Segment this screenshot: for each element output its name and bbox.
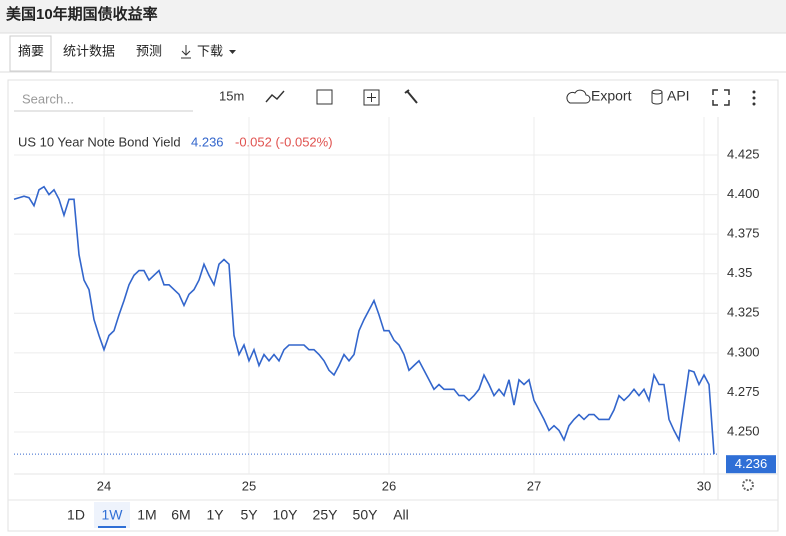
- range-button[interactable]: 10Y: [273, 507, 299, 523]
- range-button[interactable]: 1D: [67, 507, 85, 523]
- range-button[interactable]: 25Y: [313, 507, 339, 523]
- gear-icon[interactable]: [742, 479, 754, 491]
- legend-name: US 10 Year Note Bond Yield: [18, 134, 181, 149]
- legend-last: 4.236: [191, 134, 224, 149]
- y-tick-label: 4.375: [727, 226, 760, 241]
- y-tick-label: 4.425: [727, 146, 760, 161]
- api-icon: [651, 92, 663, 105]
- price-line: [13, 185, 715, 455]
- y-tick-label: 4.300: [727, 344, 760, 359]
- range-button[interactable]: 6M: [171, 507, 190, 523]
- x-tick-label: 30: [697, 478, 711, 493]
- chart-panel: [7, 79, 779, 532]
- tab[interactable]: 统计数据: [63, 43, 115, 58]
- price-tag: 4.236: [735, 456, 768, 471]
- price-tag-box: [726, 455, 776, 474]
- y-tick-label: 4.325: [727, 305, 760, 320]
- header-bar: [0, 0, 786, 33]
- y-tick-label: 4.275: [727, 384, 760, 399]
- export-button[interactable]: Export: [591, 88, 632, 104]
- legend-change: -0.052 (-0.052%): [235, 134, 333, 149]
- y-tick-label: 4.250: [727, 423, 760, 438]
- active-range-highlight: [94, 502, 130, 528]
- interval-button[interactable]: 15m: [219, 88, 244, 103]
- range-button[interactable]: All: [393, 507, 409, 523]
- x-tick-label: 27: [527, 478, 541, 493]
- settings-wrench[interactable]: [404, 89, 418, 104]
- tab[interactable]: 预测: [136, 43, 162, 58]
- range-button[interactable]: 5Y: [240, 507, 258, 523]
- api-icon: [651, 89, 663, 95]
- download-icon: [181, 45, 191, 59]
- add-icon[interactable]: [363, 89, 380, 106]
- page-title: 美国10年期国债收益率: [6, 5, 158, 23]
- range-button[interactable]: 50Y: [353, 507, 379, 523]
- add-icon-cross: [367, 93, 376, 102]
- calendar-icon[interactable]: [316, 89, 333, 105]
- search-input[interactable]: Search...: [22, 91, 74, 106]
- api-button[interactable]: API: [667, 88, 690, 104]
- range-button[interactable]: 1M: [137, 507, 156, 523]
- y-tick-label: 4.400: [727, 186, 760, 201]
- x-tick-label: 25: [242, 478, 256, 493]
- active-tab[interactable]: [9, 35, 52, 72]
- caret: [229, 50, 236, 54]
- tab[interactable]: 下载: [197, 43, 223, 58]
- x-tick-label: 24: [97, 478, 111, 493]
- tab[interactable]: 摘要: [18, 43, 44, 58]
- menu-dot: [752, 102, 756, 106]
- range-button[interactable]: 1Y: [206, 507, 224, 523]
- fullscreen-icon[interactable]: [712, 89, 730, 106]
- range-button[interactable]: 1W: [102, 507, 124, 523]
- line-type-icon[interactable]: [265, 90, 285, 103]
- menu-dot: [752, 96, 756, 100]
- export-icon[interactable]: [566, 89, 591, 104]
- y-tick-label: 4.35: [727, 265, 752, 280]
- x-tick-label: 26: [382, 478, 396, 493]
- menu-dot[interactable]: [752, 90, 756, 94]
